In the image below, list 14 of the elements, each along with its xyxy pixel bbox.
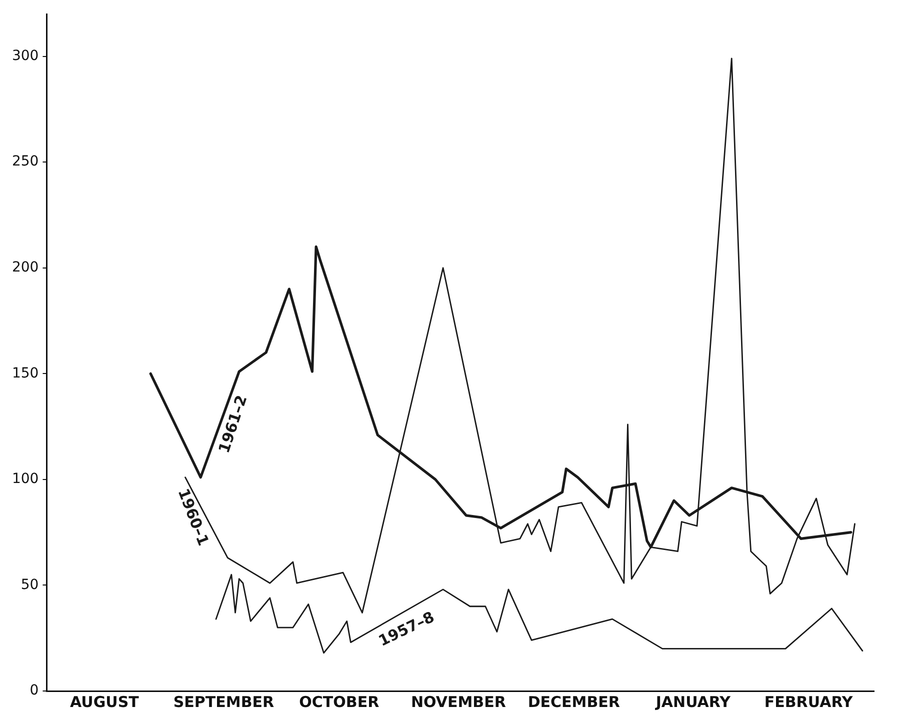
- y-tick-label: 100: [12, 471, 39, 488]
- y-tick-label: 0: [30, 682, 39, 699]
- x-tick-label: NOVEMBER: [410, 692, 506, 711]
- y-tick-label: 300: [12, 48, 39, 64]
- x-tick-label: AUGUST: [70, 692, 140, 711]
- x-tick-label: JANUARY: [654, 692, 732, 711]
- x-tick-label: FEBRUARY: [764, 692, 854, 711]
- x-tick-label: SEPTEMBER: [173, 692, 275, 711]
- y-tick-label: 50: [20, 576, 39, 593]
- y-tick-label: 150: [12, 365, 39, 382]
- y-tick-label: 200: [12, 260, 39, 276]
- x-tick-label: DECEMBER: [528, 692, 620, 711]
- y-tick-label: 250: [12, 154, 39, 170]
- x-tick-label: OCTOBER: [299, 692, 380, 711]
